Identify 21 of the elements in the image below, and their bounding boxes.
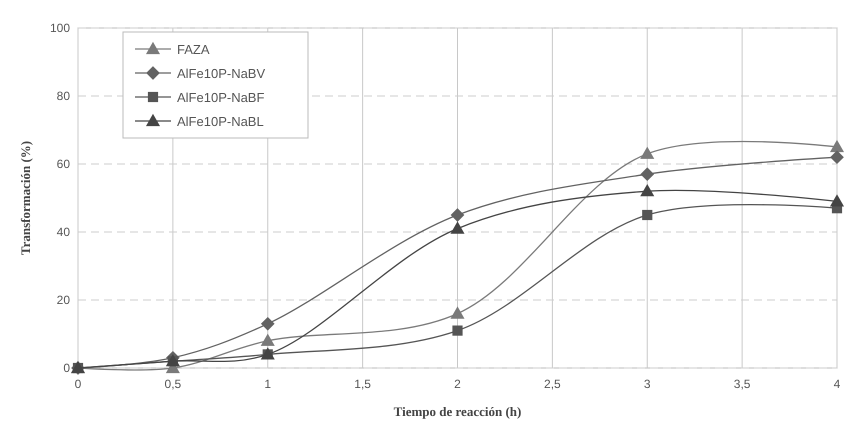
y-tick-label: 40 bbox=[56, 225, 70, 239]
y-tick-label: 80 bbox=[56, 89, 70, 103]
x-tick-label: 1 bbox=[264, 377, 272, 391]
x-tick-label: 2,5 bbox=[544, 377, 562, 391]
x-tick-label: 4 bbox=[834, 377, 841, 391]
y-tick-label: 60 bbox=[56, 157, 70, 171]
legend-label: AlFe10P-NaBV bbox=[177, 66, 266, 81]
x-tick-label: 3,5 bbox=[734, 377, 751, 391]
x-tick-label: 0 bbox=[74, 377, 82, 391]
x-tick-label: 1,5 bbox=[354, 377, 372, 391]
y-axis-title: Transformación (%) bbox=[18, 140, 33, 256]
y-tick-label: 0 bbox=[63, 361, 70, 375]
x-tick-label: 3 bbox=[644, 377, 651, 391]
y-tick-label: 20 bbox=[56, 293, 70, 307]
x-tick-label: 0,5 bbox=[164, 377, 182, 391]
legend-label: AlFe10P-NaBF bbox=[177, 90, 264, 105]
legend-label: FAZA bbox=[177, 42, 210, 57]
x-tick-label: 2 bbox=[454, 377, 462, 391]
x-axis-title: Tiempo de reacción (h) bbox=[394, 404, 522, 419]
legend-label: AlFe10P-NaBL bbox=[177, 114, 264, 129]
y-tick-label: 100 bbox=[50, 21, 70, 35]
